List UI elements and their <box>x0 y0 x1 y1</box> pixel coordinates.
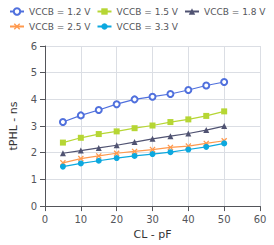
svg-text:0: 0 <box>42 214 48 225</box>
svg-text:50: 50 <box>218 214 231 225</box>
svg-text:VCCB = 2.5 V: VCCB = 2.5 V <box>29 22 91 32</box>
svg-text:5: 5 <box>31 67 37 78</box>
svg-text:tPHL - ns: tPHL - ns <box>7 101 20 150</box>
svg-text:VCCB = 3.3 V: VCCB = 3.3 V <box>116 22 178 32</box>
svg-text:3: 3 <box>31 121 37 132</box>
svg-text:60: 60 <box>254 214 267 225</box>
svg-text:1: 1 <box>31 174 37 185</box>
svg-text:30: 30 <box>146 214 159 225</box>
svg-text:CL - pF: CL - pF <box>133 228 171 241</box>
svg-text:4: 4 <box>31 94 37 105</box>
svg-text:0: 0 <box>31 201 37 212</box>
svg-text:10: 10 <box>74 214 87 225</box>
svg-text:40: 40 <box>182 214 195 225</box>
svg-text:VCCB = 1.2 V: VCCB = 1.2 V <box>29 7 91 17</box>
svg-text:2: 2 <box>31 147 37 158</box>
svg-text:VCCB = 1.5 V: VCCB = 1.5 V <box>116 7 178 17</box>
svg-text:VCCB = 1.8 V: VCCB = 1.8 V <box>204 7 266 17</box>
svg-text:20: 20 <box>110 214 123 225</box>
svg-text:6: 6 <box>31 41 37 52</box>
